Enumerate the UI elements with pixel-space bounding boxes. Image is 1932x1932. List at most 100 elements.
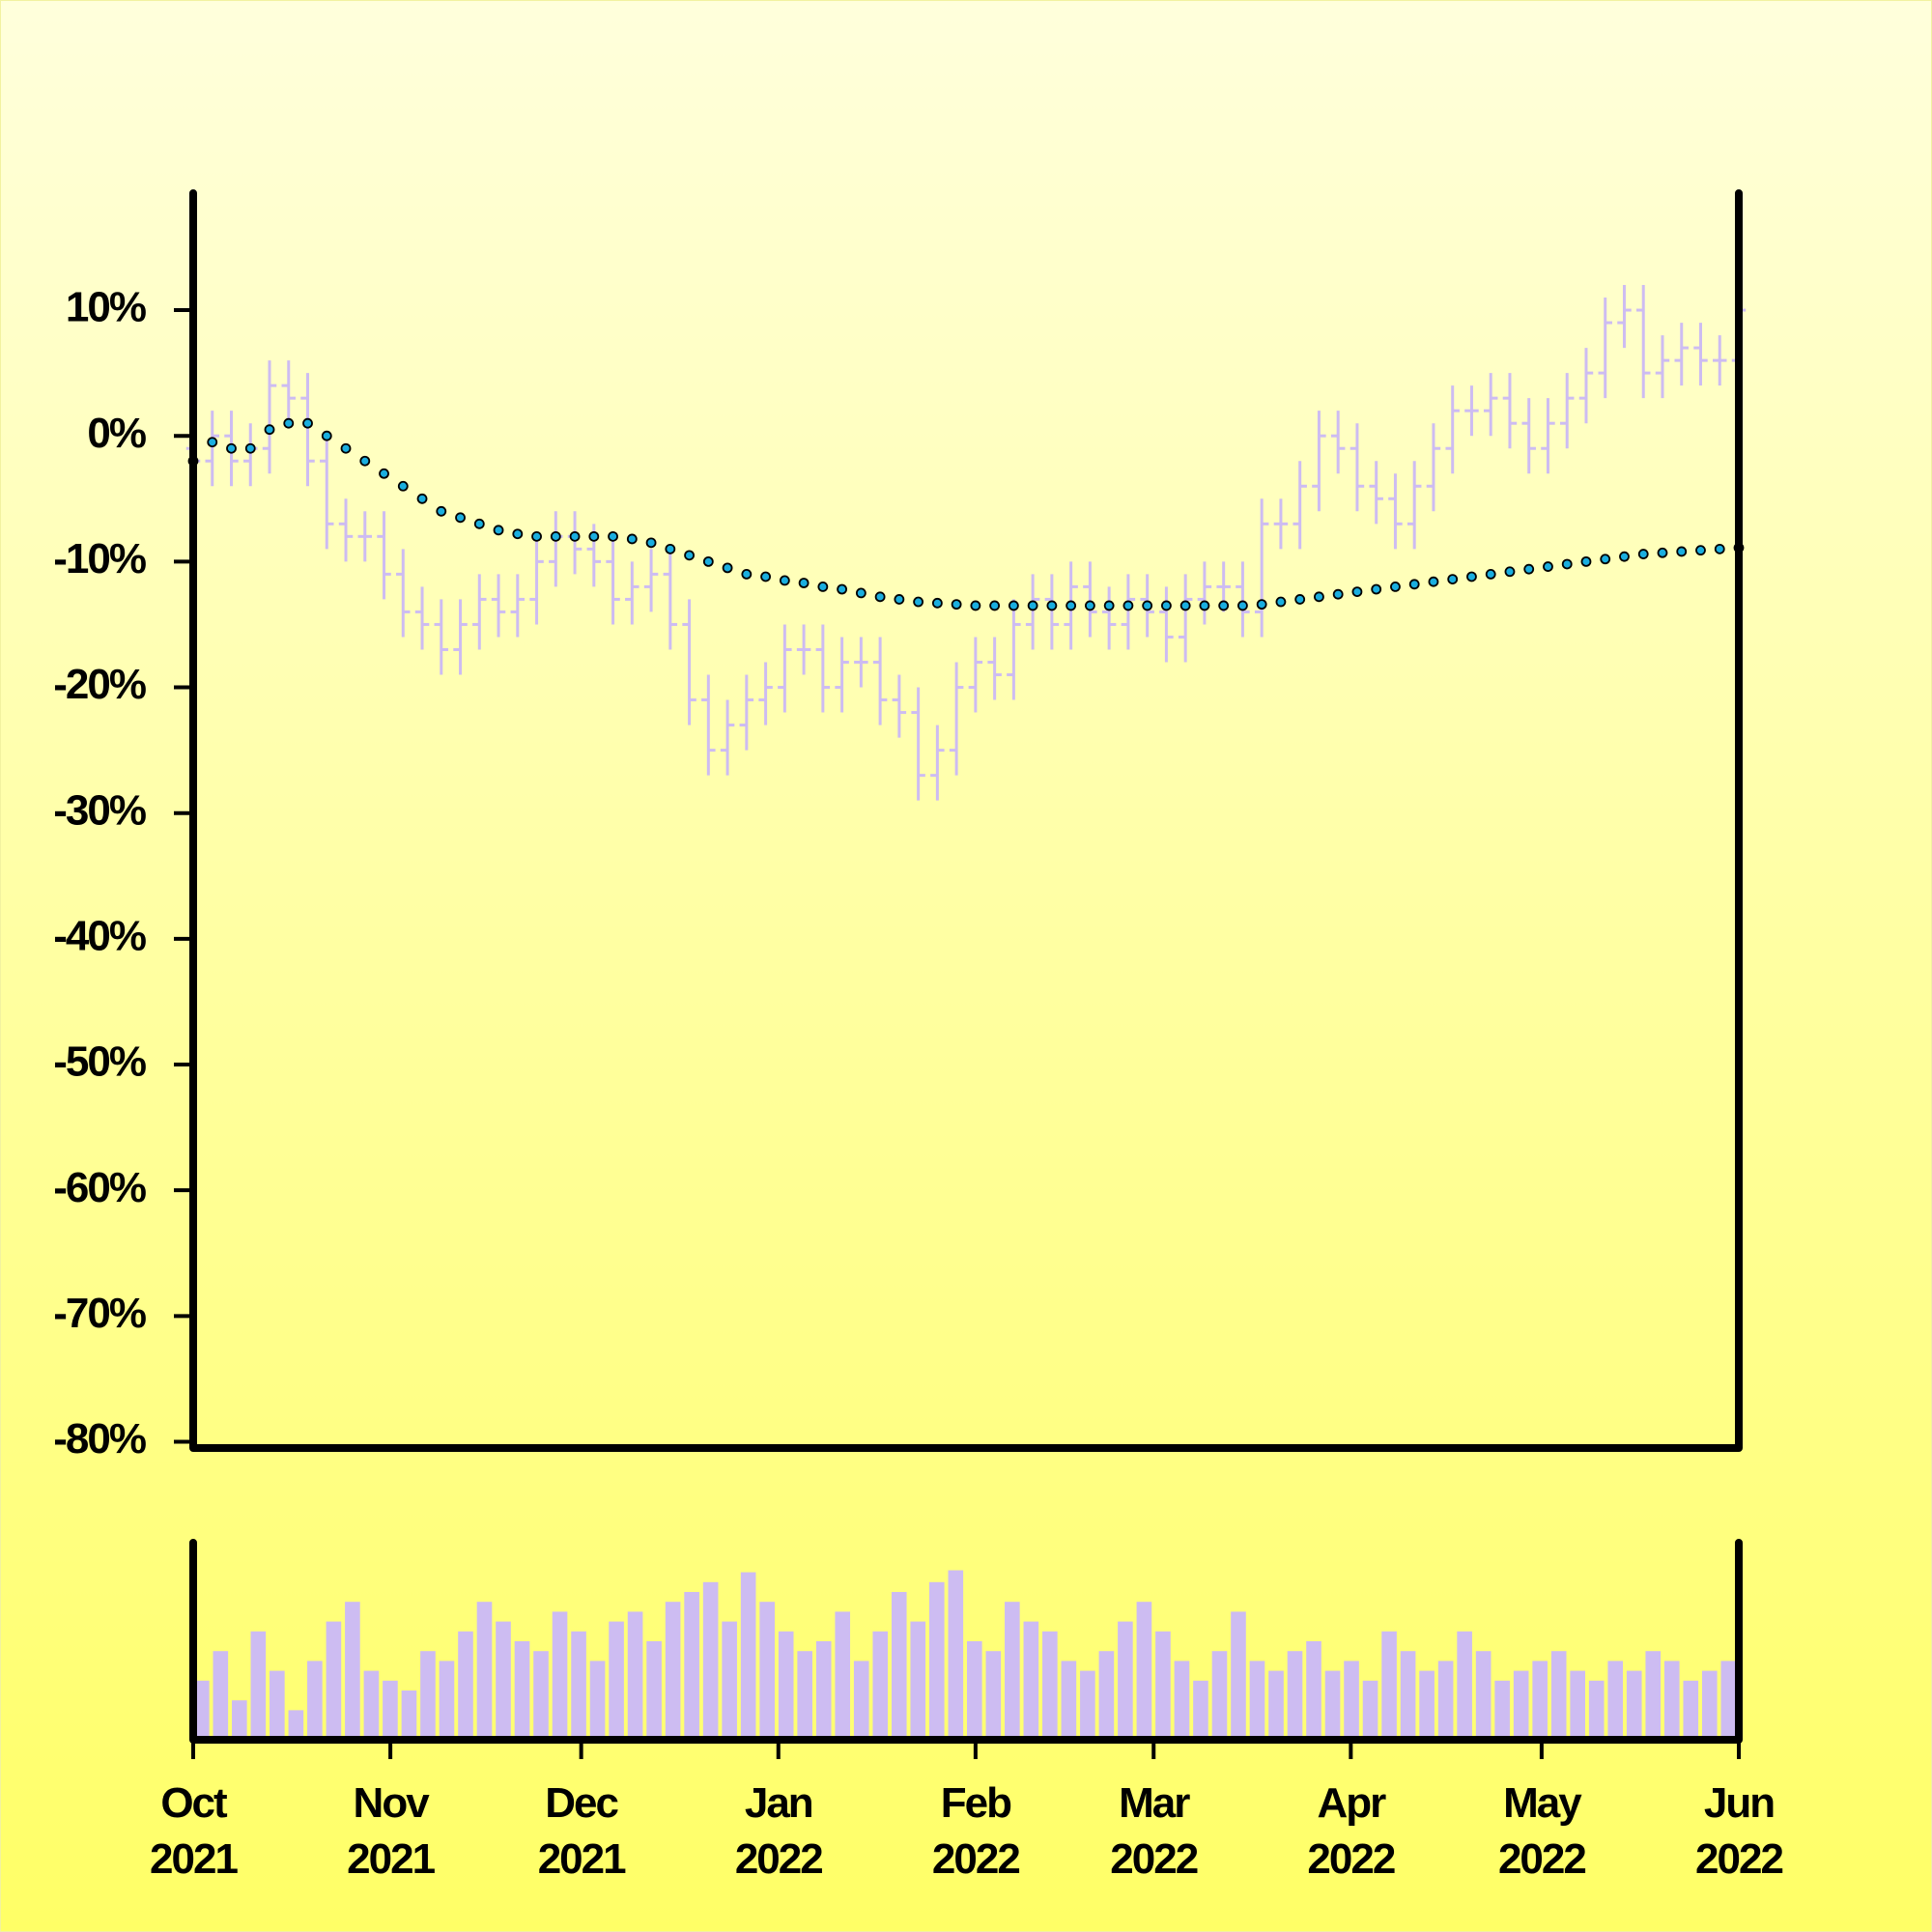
moving-average-dot [1256, 599, 1267, 611]
plot-frame [189, 189, 1743, 1452]
moving-average-dot [321, 430, 332, 441]
moving-average-dot [1676, 546, 1688, 557]
moving-average-dot [436, 505, 447, 517]
ohlc-bar [205, 411, 219, 487]
volume-bar [552, 1611, 568, 1740]
moving-average-dot [1580, 555, 1592, 567]
ohlc-bar [1502, 373, 1518, 449]
volume-bar [1249, 1661, 1265, 1740]
volume-bar [213, 1651, 229, 1740]
volume-bar [1513, 1670, 1529, 1740]
moving-average-dot [455, 512, 466, 524]
ohlc-bar [491, 574, 506, 638]
volume-bar [232, 1700, 247, 1740]
moving-average-dot [913, 596, 924, 608]
volume-bar [1344, 1661, 1359, 1740]
volume-bar [533, 1651, 549, 1740]
moving-average-dot [1275, 596, 1287, 608]
moving-average-dot [684, 550, 695, 561]
y-tick-label: 10% [66, 284, 146, 331]
moving-average-dot [1485, 568, 1496, 580]
moving-average-dot [1199, 600, 1210, 611]
ohlc-bar [1121, 574, 1136, 650]
volume-bar [1211, 1651, 1228, 1740]
ohlc-bar [320, 436, 334, 550]
volume-bar [891, 1592, 907, 1740]
volume-bar [439, 1661, 455, 1740]
volume-bar [307, 1661, 323, 1740]
moving-average-dot [1103, 600, 1115, 611]
ohlc-bar [778, 624, 792, 713]
moving-average-dot [588, 530, 600, 542]
ohlc-bar [682, 599, 696, 725]
ohlc-bar [377, 511, 391, 600]
volume-bar [1457, 1631, 1472, 1740]
moving-average-dot [207, 437, 218, 448]
volume-bar [514, 1641, 530, 1740]
volume-bar [910, 1621, 926, 1740]
volume-bar [928, 1581, 945, 1740]
ohlc-bar [854, 637, 868, 688]
ohlc-bar [815, 624, 831, 713]
moving-average-dot [1179, 600, 1191, 611]
y-tick-label: -10% [53, 535, 146, 582]
moving-average-dot [1543, 561, 1553, 572]
moving-average-dot [1695, 545, 1706, 556]
ohlc-bar [1330, 411, 1346, 474]
x-tick-label: Oct 2021 [150, 1779, 238, 1883]
moving-average-dot [1084, 600, 1095, 611]
volume-bar [797, 1651, 812, 1740]
moving-average-dot [626, 533, 638, 545]
volume-bar [458, 1631, 473, 1740]
volume-bar [1231, 1611, 1246, 1740]
volume-bar [1193, 1680, 1208, 1740]
volume-bar [571, 1631, 586, 1740]
volume-bar [496, 1621, 511, 1740]
moving-average-dot [951, 599, 962, 611]
moving-average-dot [531, 530, 542, 542]
moving-average-dot [1619, 551, 1630, 562]
moving-average-dot [1714, 543, 1725, 554]
x-tick-label: Apr 2022 [1307, 1779, 1394, 1883]
ohlc-bar [357, 511, 373, 562]
volume-bar [1701, 1670, 1718, 1740]
volume-bar [1061, 1661, 1077, 1740]
ohlc-bar [414, 586, 430, 650]
moving-average-dot [989, 600, 1001, 611]
moving-average-dot [550, 530, 561, 542]
volume-bar [1683, 1680, 1699, 1740]
volume-bar [1306, 1641, 1321, 1740]
moving-average-dot [416, 493, 428, 504]
moving-average-dot [302, 417, 313, 429]
volume-bar [1475, 1651, 1492, 1740]
ohlc-bar [835, 637, 849, 713]
volume-bar [383, 1680, 398, 1740]
moving-average-dot [798, 578, 810, 588]
volume-bar [1324, 1670, 1341, 1740]
volume-bar [1419, 1670, 1435, 1740]
volume-bar [609, 1621, 624, 1740]
volume-bar [270, 1670, 285, 1740]
volume-bar [194, 1680, 210, 1740]
volume-bar [778, 1631, 794, 1740]
y-tick-label: 0% [87, 410, 145, 457]
moving-average-dot [1294, 594, 1306, 605]
volume-bar [401, 1690, 417, 1740]
volume-bar [1532, 1661, 1548, 1740]
ohlc-bar [872, 637, 888, 725]
y-tick-label: -70% [53, 1290, 146, 1337]
moving-average-dot [473, 518, 485, 529]
volume-bar [1136, 1602, 1152, 1740]
moving-average-dot [874, 591, 886, 603]
ohlc-bar [510, 574, 526, 638]
ohlc-bar [720, 699, 735, 776]
volume-bar [1098, 1651, 1115, 1740]
ohlc-bar [1483, 373, 1498, 437]
ohlc-bar [701, 674, 716, 776]
moving-average-dot [512, 528, 524, 540]
ohlc-bar [1693, 323, 1708, 386]
volume-bar [985, 1651, 1002, 1740]
moving-average-dot [608, 530, 618, 542]
volume-bar [740, 1572, 756, 1740]
